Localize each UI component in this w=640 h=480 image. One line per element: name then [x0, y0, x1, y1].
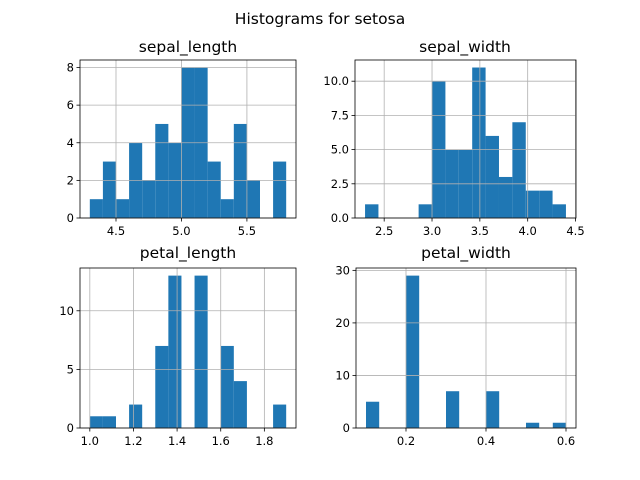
x-tick-label: 1.8: [255, 434, 273, 448]
histogram-bar-sepal-length: [102, 161, 116, 218]
histogram-bar-petal-width: [366, 401, 380, 428]
histogram-bar-petal-width: [526, 422, 540, 428]
y-tick-label: 10.0: [323, 74, 349, 88]
x-tick-label: 0.2: [397, 434, 415, 448]
y-tick-label: 30: [335, 263, 350, 277]
histogram-bar-petal-length: [129, 404, 143, 428]
y-tick-label: 6: [67, 98, 74, 112]
subplot-title-petal-length: petal_length: [140, 244, 236, 263]
histogram-bar-sepal-length: [233, 123, 247, 218]
histogram-bar-sepal-width: [485, 135, 499, 218]
y-tick-label: 8: [67, 61, 74, 75]
histogram-bar-petal-length: [102, 416, 116, 428]
y-tick-label: 2.5: [331, 177, 349, 191]
subplot-title-sepal-length: sepal_length: [139, 38, 237, 57]
x-tick-label: 4.5: [107, 224, 125, 238]
subplot-petal-width: petal_width 0.2 0.4 0.6 0 10 20 30: [335, 244, 577, 448]
histogram-bar-petal-length: [194, 275, 208, 428]
x-tick-label: 1.6: [212, 434, 230, 448]
histogram-bar-sepal-width: [552, 204, 566, 218]
x-tick-label: 4.0: [519, 224, 537, 238]
y-tick-label: 20: [335, 316, 350, 330]
x-tick-label: 2.5: [375, 224, 393, 238]
y-tick-label: 0.0: [331, 211, 349, 225]
histogram-bar-petal-length: [168, 275, 182, 428]
x-tick-label: 1.2: [124, 434, 142, 448]
subplot-petal-length: petal_length 1.0 1.2 1.4 1.6 1.8 0 5 10: [59, 244, 297, 448]
histogram-bar-petal-width: [446, 391, 460, 428]
histogram-bar-sepal-length: [155, 123, 169, 218]
x-tick-label: 4.5: [566, 224, 584, 238]
axes-frame: [79, 267, 297, 429]
y-tick-label: 0: [67, 421, 74, 435]
histogram-bar-sepal-width: [525, 190, 540, 218]
x-tick-label: 1.4: [168, 434, 186, 448]
histogram-bar-sepal-length: [207, 161, 221, 218]
y-tick-label: 5.0: [331, 143, 349, 157]
histogram-bar-sepal-length: [273, 161, 287, 218]
subplot-sepal-width: sepal_width 2.5 3.0 3.5 4.0 4.5 0.0 2.5 5.0 7.5 1…: [323, 38, 584, 238]
histogram-bar-petal-width: [486, 391, 500, 428]
histogram-bar-petal-width: [552, 422, 566, 428]
histogram-bar-sepal-length: [220, 199, 234, 218]
histogram-bar-petal-length: [233, 381, 247, 428]
histogram-bar-sepal-length: [246, 180, 260, 218]
histogram-bar-petal-length: [273, 404, 287, 428]
subplot-sepal-length: sepal_length 4.5 5.0 5.5 0 2 4 6 8: [67, 38, 297, 238]
y-tick-label: 2: [67, 173, 74, 187]
histogram-bar-sepal-length: [116, 199, 130, 218]
subplot-title-petal-width: petal_width: [421, 244, 511, 263]
histogram-bar-sepal-width: [472, 67, 486, 219]
axes-frame: [79, 59, 297, 219]
x-tick-label: 3.5: [471, 224, 489, 238]
x-tick-label: 5.0: [172, 224, 190, 238]
y-tick-label: 4: [67, 136, 74, 150]
x-tick-label: 0.4: [477, 434, 495, 448]
y-tick-label: 0: [67, 211, 74, 225]
figure-title: Histograms for setosa: [235, 10, 405, 28]
histogram-bar-sepal-width: [365, 204, 379, 218]
y-tick-label: 5: [67, 362, 74, 376]
histogram-bar-sepal-length: [142, 180, 156, 218]
histogram-bar-sepal-width: [539, 190, 553, 218]
histogram-bar-sepal-width: [418, 204, 433, 218]
histogram-bar-petal-length: [155, 345, 169, 428]
histogram-bar-petal-width: [406, 275, 420, 428]
x-tick-label: 1.0: [81, 434, 99, 448]
histogram-bar-sepal-width: [498, 176, 513, 218]
x-tick-label: 5.5: [238, 224, 256, 238]
y-tick-label: 0: [343, 421, 350, 435]
y-tick-label: 10: [335, 368, 350, 382]
histogram-bar-sepal-width: [512, 122, 526, 218]
x-tick-label: 0.6: [557, 434, 575, 448]
axes-frame: [354, 59, 577, 219]
x-tick-label: 3.0: [423, 224, 441, 238]
histogram-bar-petal-length: [220, 345, 234, 428]
subplot-title-sepal-width: sepal_width: [419, 38, 511, 57]
histogram-bar-sepal-length: [89, 199, 103, 218]
axes-frame: [355, 267, 577, 429]
y-tick-label: 7.5: [331, 108, 349, 122]
y-tick-label: 10: [59, 304, 74, 318]
histogram-bar-petal-length: [89, 416, 103, 428]
